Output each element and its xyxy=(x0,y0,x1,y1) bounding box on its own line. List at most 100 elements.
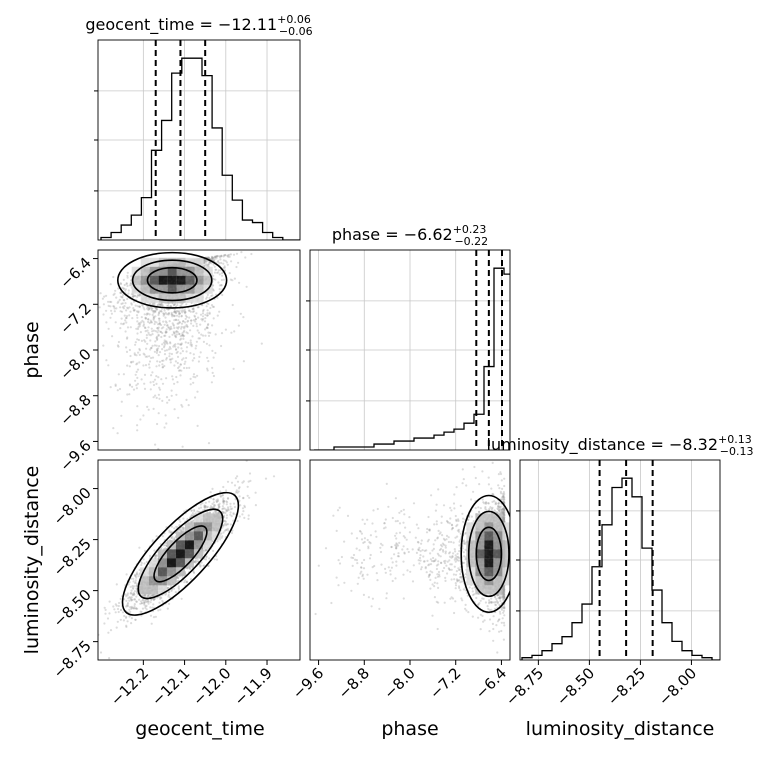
sample-point xyxy=(190,509,193,512)
sample-point xyxy=(209,306,212,310)
sample-point xyxy=(232,513,235,516)
sample-point xyxy=(217,506,220,509)
sample-point xyxy=(126,592,129,595)
sample-point xyxy=(183,329,186,332)
sample-point xyxy=(152,329,155,332)
sample-point xyxy=(195,340,198,343)
sample-point xyxy=(140,316,143,319)
sample-point xyxy=(225,510,228,513)
sample-point xyxy=(107,631,110,634)
sample-point xyxy=(143,326,146,329)
sample-point xyxy=(177,577,180,580)
sample-point xyxy=(164,316,167,319)
sample-point xyxy=(180,369,183,372)
sample-point xyxy=(138,294,141,297)
sample-point xyxy=(206,314,209,317)
sample-point xyxy=(167,593,170,597)
sample-point xyxy=(167,302,170,305)
sample-point xyxy=(184,311,187,314)
sample-point xyxy=(120,414,123,417)
sample-point xyxy=(175,375,178,379)
sample-point xyxy=(113,608,116,611)
sample-point xyxy=(212,498,215,501)
sample-point xyxy=(107,300,110,303)
sample-point xyxy=(168,328,171,331)
sample-point xyxy=(163,544,167,547)
sample-point xyxy=(182,326,185,329)
sample-point xyxy=(176,580,179,583)
sample-point xyxy=(174,335,177,338)
sample-point xyxy=(128,596,131,599)
density-cell xyxy=(140,257,150,267)
sample-point xyxy=(179,363,182,366)
sample-point xyxy=(224,520,227,523)
sample-point xyxy=(161,366,164,369)
sample-point xyxy=(199,565,202,568)
sample-point xyxy=(99,292,102,295)
sample-point xyxy=(243,504,246,507)
sample-point xyxy=(202,310,205,313)
sample-point xyxy=(208,261,212,264)
sample-point xyxy=(186,581,189,584)
sample-point xyxy=(171,315,174,318)
sample-point xyxy=(196,424,199,427)
sample-point xyxy=(135,600,138,603)
sample-point xyxy=(135,314,139,317)
sample-point xyxy=(144,355,147,358)
sample-point xyxy=(170,352,173,356)
sample-point xyxy=(130,606,133,610)
sample-point xyxy=(242,480,245,483)
sample-point xyxy=(202,318,205,321)
sample-point xyxy=(148,307,151,310)
sample-point xyxy=(165,356,168,360)
sample-point xyxy=(211,371,214,374)
sample-point xyxy=(168,529,171,532)
sample-point xyxy=(154,315,157,318)
sample-point xyxy=(218,502,221,505)
sample-point xyxy=(147,602,150,605)
sample-point xyxy=(122,287,125,290)
sample-point xyxy=(169,341,172,344)
sample-point xyxy=(138,323,142,326)
sample-point xyxy=(179,363,182,366)
sample-point xyxy=(146,600,149,603)
sample-point xyxy=(222,498,225,502)
density-cell xyxy=(167,275,177,285)
sample-point xyxy=(136,332,139,335)
sample-point xyxy=(173,303,176,306)
sample-point xyxy=(184,360,187,363)
sample-point xyxy=(132,294,135,297)
sample-point xyxy=(148,307,151,310)
sample-point xyxy=(213,505,216,508)
sample-point xyxy=(135,370,138,373)
sample-point xyxy=(195,344,198,347)
sample-point xyxy=(135,591,139,594)
sample-point xyxy=(199,506,203,509)
sample-point xyxy=(189,339,192,342)
sample-point xyxy=(197,360,200,363)
sample-point xyxy=(206,309,209,312)
sample-point xyxy=(169,305,172,308)
sample-point xyxy=(133,593,136,596)
sample-point xyxy=(198,337,201,340)
sample-point xyxy=(164,340,167,343)
sample-point xyxy=(157,323,160,326)
sample-point xyxy=(136,376,139,379)
sample-point xyxy=(153,549,156,552)
sample-point xyxy=(121,286,124,289)
sample-point xyxy=(228,253,231,256)
sample-point xyxy=(127,307,130,310)
sample-point xyxy=(162,312,165,315)
sample-point xyxy=(226,263,229,266)
sample-point xyxy=(156,304,159,307)
sample-point xyxy=(211,502,214,505)
sample-point xyxy=(170,313,173,316)
sample-point xyxy=(220,284,223,287)
sample-point xyxy=(159,597,162,600)
sample-point xyxy=(232,512,235,515)
sample-point xyxy=(180,314,183,317)
sample-point xyxy=(187,319,190,322)
sample-point xyxy=(150,346,153,349)
sample-point xyxy=(118,298,121,301)
sample-point xyxy=(121,302,124,305)
